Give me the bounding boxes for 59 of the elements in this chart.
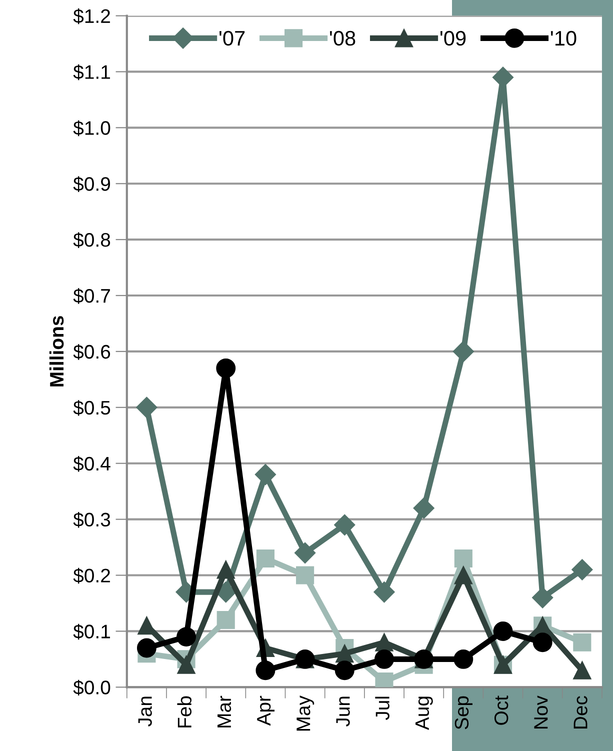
y-tick-label: $0.7: [73, 288, 110, 304]
y-axis-title: Millions: [49, 316, 64, 386]
point: [136, 396, 158, 418]
point: [176, 627, 196, 647]
y-tick-label: $0.3: [73, 512, 110, 528]
point: [136, 638, 156, 658]
x-tick-label: Mar: [218, 696, 232, 728]
point: [216, 560, 235, 579]
point: [334, 514, 356, 536]
point: [532, 587, 554, 608]
legend-label: '08: [330, 30, 356, 46]
point: [493, 621, 513, 641]
y-tick-label: $0.5: [73, 400, 110, 416]
x-tick-label: May: [296, 696, 314, 731]
x-tick-label: Nov: [534, 696, 548, 728]
point: [572, 559, 593, 580]
point: [374, 649, 394, 669]
point: [216, 358, 236, 378]
x-tick-label: Jul: [375, 696, 390, 720]
point: [256, 660, 276, 680]
y-tick-label: $1.0: [73, 120, 110, 136]
point: [374, 582, 395, 603]
y-tick-label: $0.9: [73, 176, 110, 192]
y-tick-label: $0.1: [73, 624, 110, 640]
y-tick-label: $0.4: [73, 456, 110, 472]
legend-label: '07: [220, 30, 245, 46]
point: [413, 498, 434, 519]
y-tick-label: $0.2: [73, 568, 110, 584]
point: [336, 644, 354, 663]
point: [573, 633, 592, 652]
x-tick-label: Sep: [454, 696, 472, 730]
x-tick-label: Oct: [494, 696, 508, 725]
point: [256, 549, 274, 568]
x-tick-label: Feb: [177, 696, 192, 728]
x-tick-label: Apr: [257, 696, 275, 726]
y-tick-label: $0.0: [73, 680, 110, 696]
point: [216, 610, 235, 630]
point: [452, 340, 474, 362]
y-tick-label: $1.1: [73, 64, 110, 80]
x-tick-label: Aug: [415, 696, 433, 730]
x-tick-label: Jun: [336, 696, 350, 727]
legend-label: '10: [550, 30, 576, 46]
point: [532, 632, 552, 652]
legend-label: '09: [440, 30, 466, 46]
point: [454, 649, 474, 669]
point: [573, 661, 592, 680]
point: [334, 660, 354, 680]
y-tick-label: $1.2: [73, 8, 110, 24]
x-tick-label: Jan: [138, 696, 152, 727]
point: [454, 566, 472, 584]
point: [254, 464, 276, 486]
point: [294, 542, 316, 564]
point: [454, 549, 472, 568]
point: [296, 566, 314, 584]
y-tick-label: $0.6: [73, 344, 110, 360]
y-tick-label: $0.8: [73, 232, 110, 248]
point: [177, 656, 196, 674]
x-tick-label: Dec: [574, 696, 588, 728]
point: [375, 633, 394, 652]
